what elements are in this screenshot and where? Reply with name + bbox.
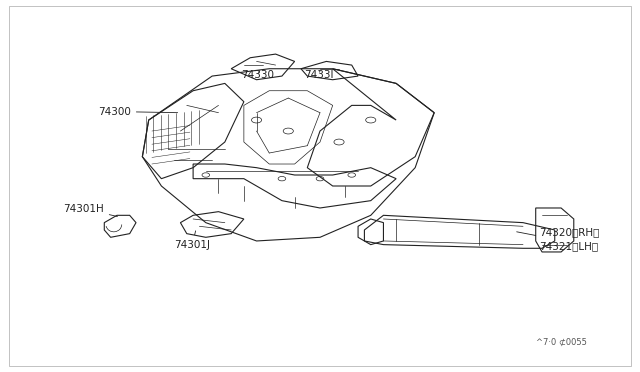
Text: 74320〈RH〉
74321〈LH〉: 74320〈RH〉 74321〈LH〉 bbox=[539, 228, 599, 251]
Text: 74330: 74330 bbox=[241, 70, 274, 80]
Text: 74301J: 74301J bbox=[174, 231, 210, 250]
Text: ^7·0 ⊄0055: ^7·0 ⊄0055 bbox=[536, 338, 586, 347]
Text: 74300: 74300 bbox=[98, 106, 178, 116]
Text: 7433I: 7433I bbox=[304, 70, 333, 80]
Text: 74301H: 74301H bbox=[63, 203, 118, 217]
